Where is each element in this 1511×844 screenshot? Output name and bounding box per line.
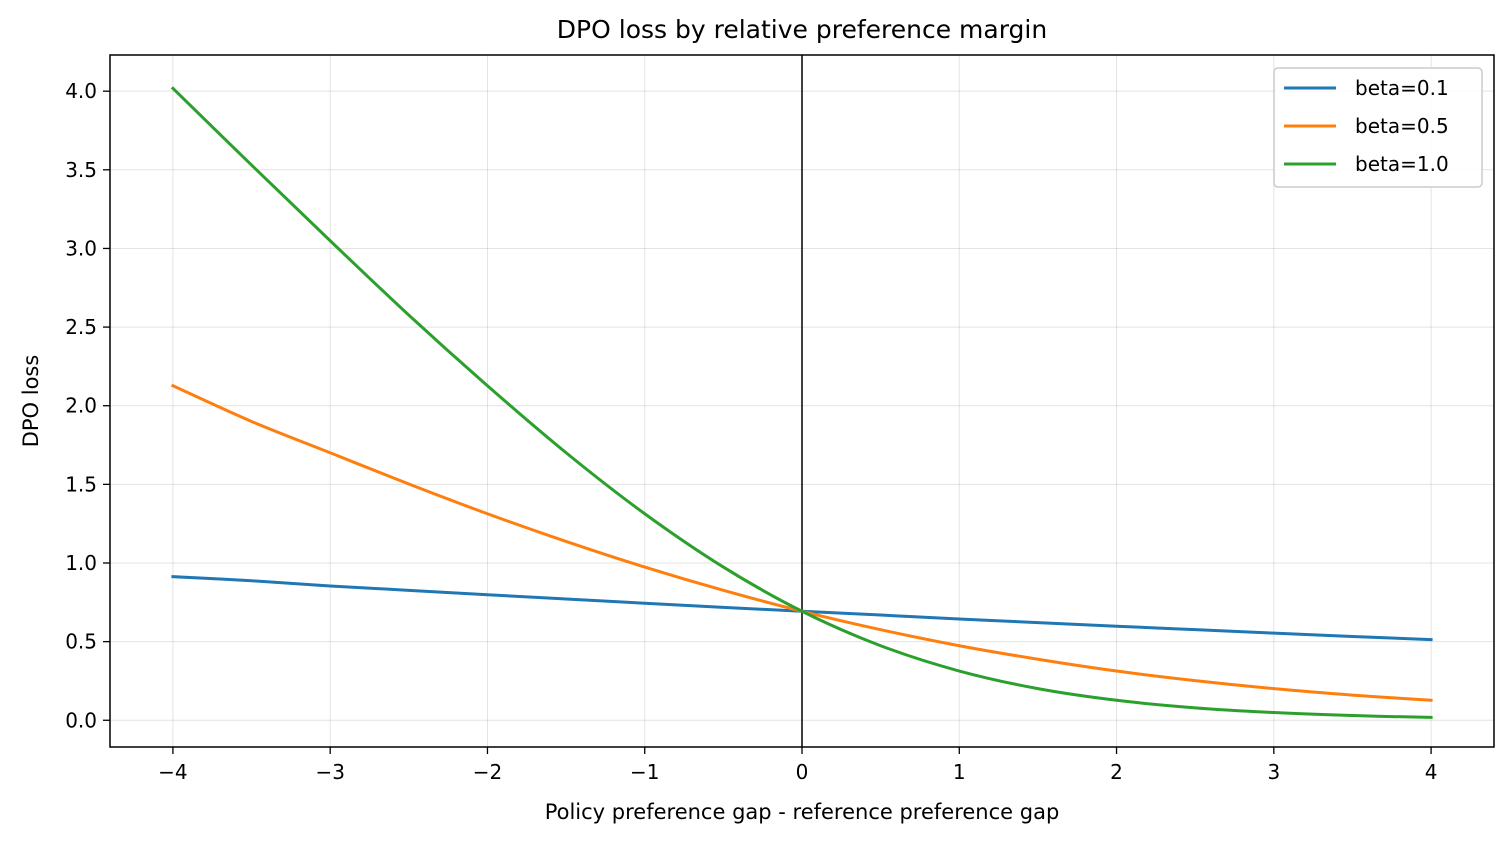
x-tick-label: −3 — [315, 760, 344, 784]
x-axis-ticks: −4 −3 −2 −1 0 1 2 3 4 — [158, 747, 1437, 784]
y-tick-label: 2.5 — [65, 315, 97, 339]
series-lines — [170, 86, 1433, 719]
legend-label: beta=0.1 — [1355, 76, 1449, 100]
y-tick-label: 3.5 — [65, 158, 97, 182]
series-line-beta=1.0 — [170, 86, 1433, 719]
legend: beta=0.1 beta=0.5 beta=1.0 — [1273, 67, 1483, 188]
y-tick-label: 4.0 — [65, 79, 97, 103]
series-line-beta=0.5 — [170, 383, 1433, 702]
y-tick-label: 2.0 — [65, 394, 97, 418]
y-tick-label: 1.5 — [65, 472, 97, 496]
y-tick-label: 0.0 — [65, 708, 97, 732]
x-tick-label: −1 — [630, 760, 659, 784]
x-tick-label: −4 — [158, 760, 187, 784]
x-tick-label: 0 — [796, 760, 809, 784]
x-tick-label: −2 — [473, 760, 502, 784]
x-tick-label: 2 — [1110, 760, 1123, 784]
y-axis-label: DPO loss — [19, 355, 43, 448]
x-tick-label: 4 — [1425, 760, 1438, 784]
x-tick-label: 3 — [1267, 760, 1280, 784]
legend-label: beta=0.5 — [1355, 114, 1449, 138]
x-axis-label: Policy preference gap - reference prefer… — [545, 800, 1060, 824]
y-axis-ticks: 0.0 0.5 1.0 1.5 2.0 2.5 3.0 3.5 4.0 — [65, 79, 110, 732]
chart-title: DPO loss by relative preference margin — [557, 15, 1047, 44]
legend-box — [1273, 67, 1483, 188]
y-tick-label: 1.0 — [65, 551, 97, 575]
legend-label: beta=1.0 — [1355, 152, 1449, 176]
x-tick-label: 1 — [953, 760, 966, 784]
y-tick-label: 0.5 — [65, 630, 97, 654]
y-tick-label: 3.0 — [65, 236, 97, 260]
